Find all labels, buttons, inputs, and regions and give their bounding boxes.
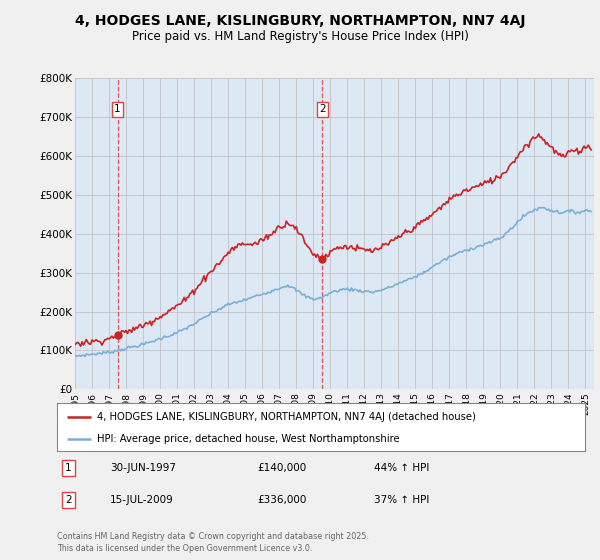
Text: Price paid vs. HM Land Registry's House Price Index (HPI): Price paid vs. HM Land Registry's House … xyxy=(131,30,469,43)
Text: 1: 1 xyxy=(65,463,72,473)
Text: 2: 2 xyxy=(65,495,72,505)
Text: 4, HODGES LANE, KISLINGBURY, NORTHAMPTON, NN7 4AJ: 4, HODGES LANE, KISLINGBURY, NORTHAMPTON… xyxy=(75,14,525,28)
Text: 1: 1 xyxy=(114,105,121,114)
Text: 44% ↑ HPI: 44% ↑ HPI xyxy=(374,463,429,473)
Text: 37% ↑ HPI: 37% ↑ HPI xyxy=(374,495,429,505)
Text: 2: 2 xyxy=(319,105,326,114)
Text: £336,000: £336,000 xyxy=(257,495,307,505)
Text: 30-JUN-1997: 30-JUN-1997 xyxy=(110,463,176,473)
Text: HPI: Average price, detached house, West Northamptonshire: HPI: Average price, detached house, West… xyxy=(97,434,399,444)
Text: £140,000: £140,000 xyxy=(257,463,307,473)
Text: 4, HODGES LANE, KISLINGBURY, NORTHAMPTON, NN7 4AJ (detached house): 4, HODGES LANE, KISLINGBURY, NORTHAMPTON… xyxy=(97,412,475,422)
Text: 15-JUL-2009: 15-JUL-2009 xyxy=(110,495,173,505)
Text: Contains HM Land Registry data © Crown copyright and database right 2025.
This d: Contains HM Land Registry data © Crown c… xyxy=(57,533,369,553)
